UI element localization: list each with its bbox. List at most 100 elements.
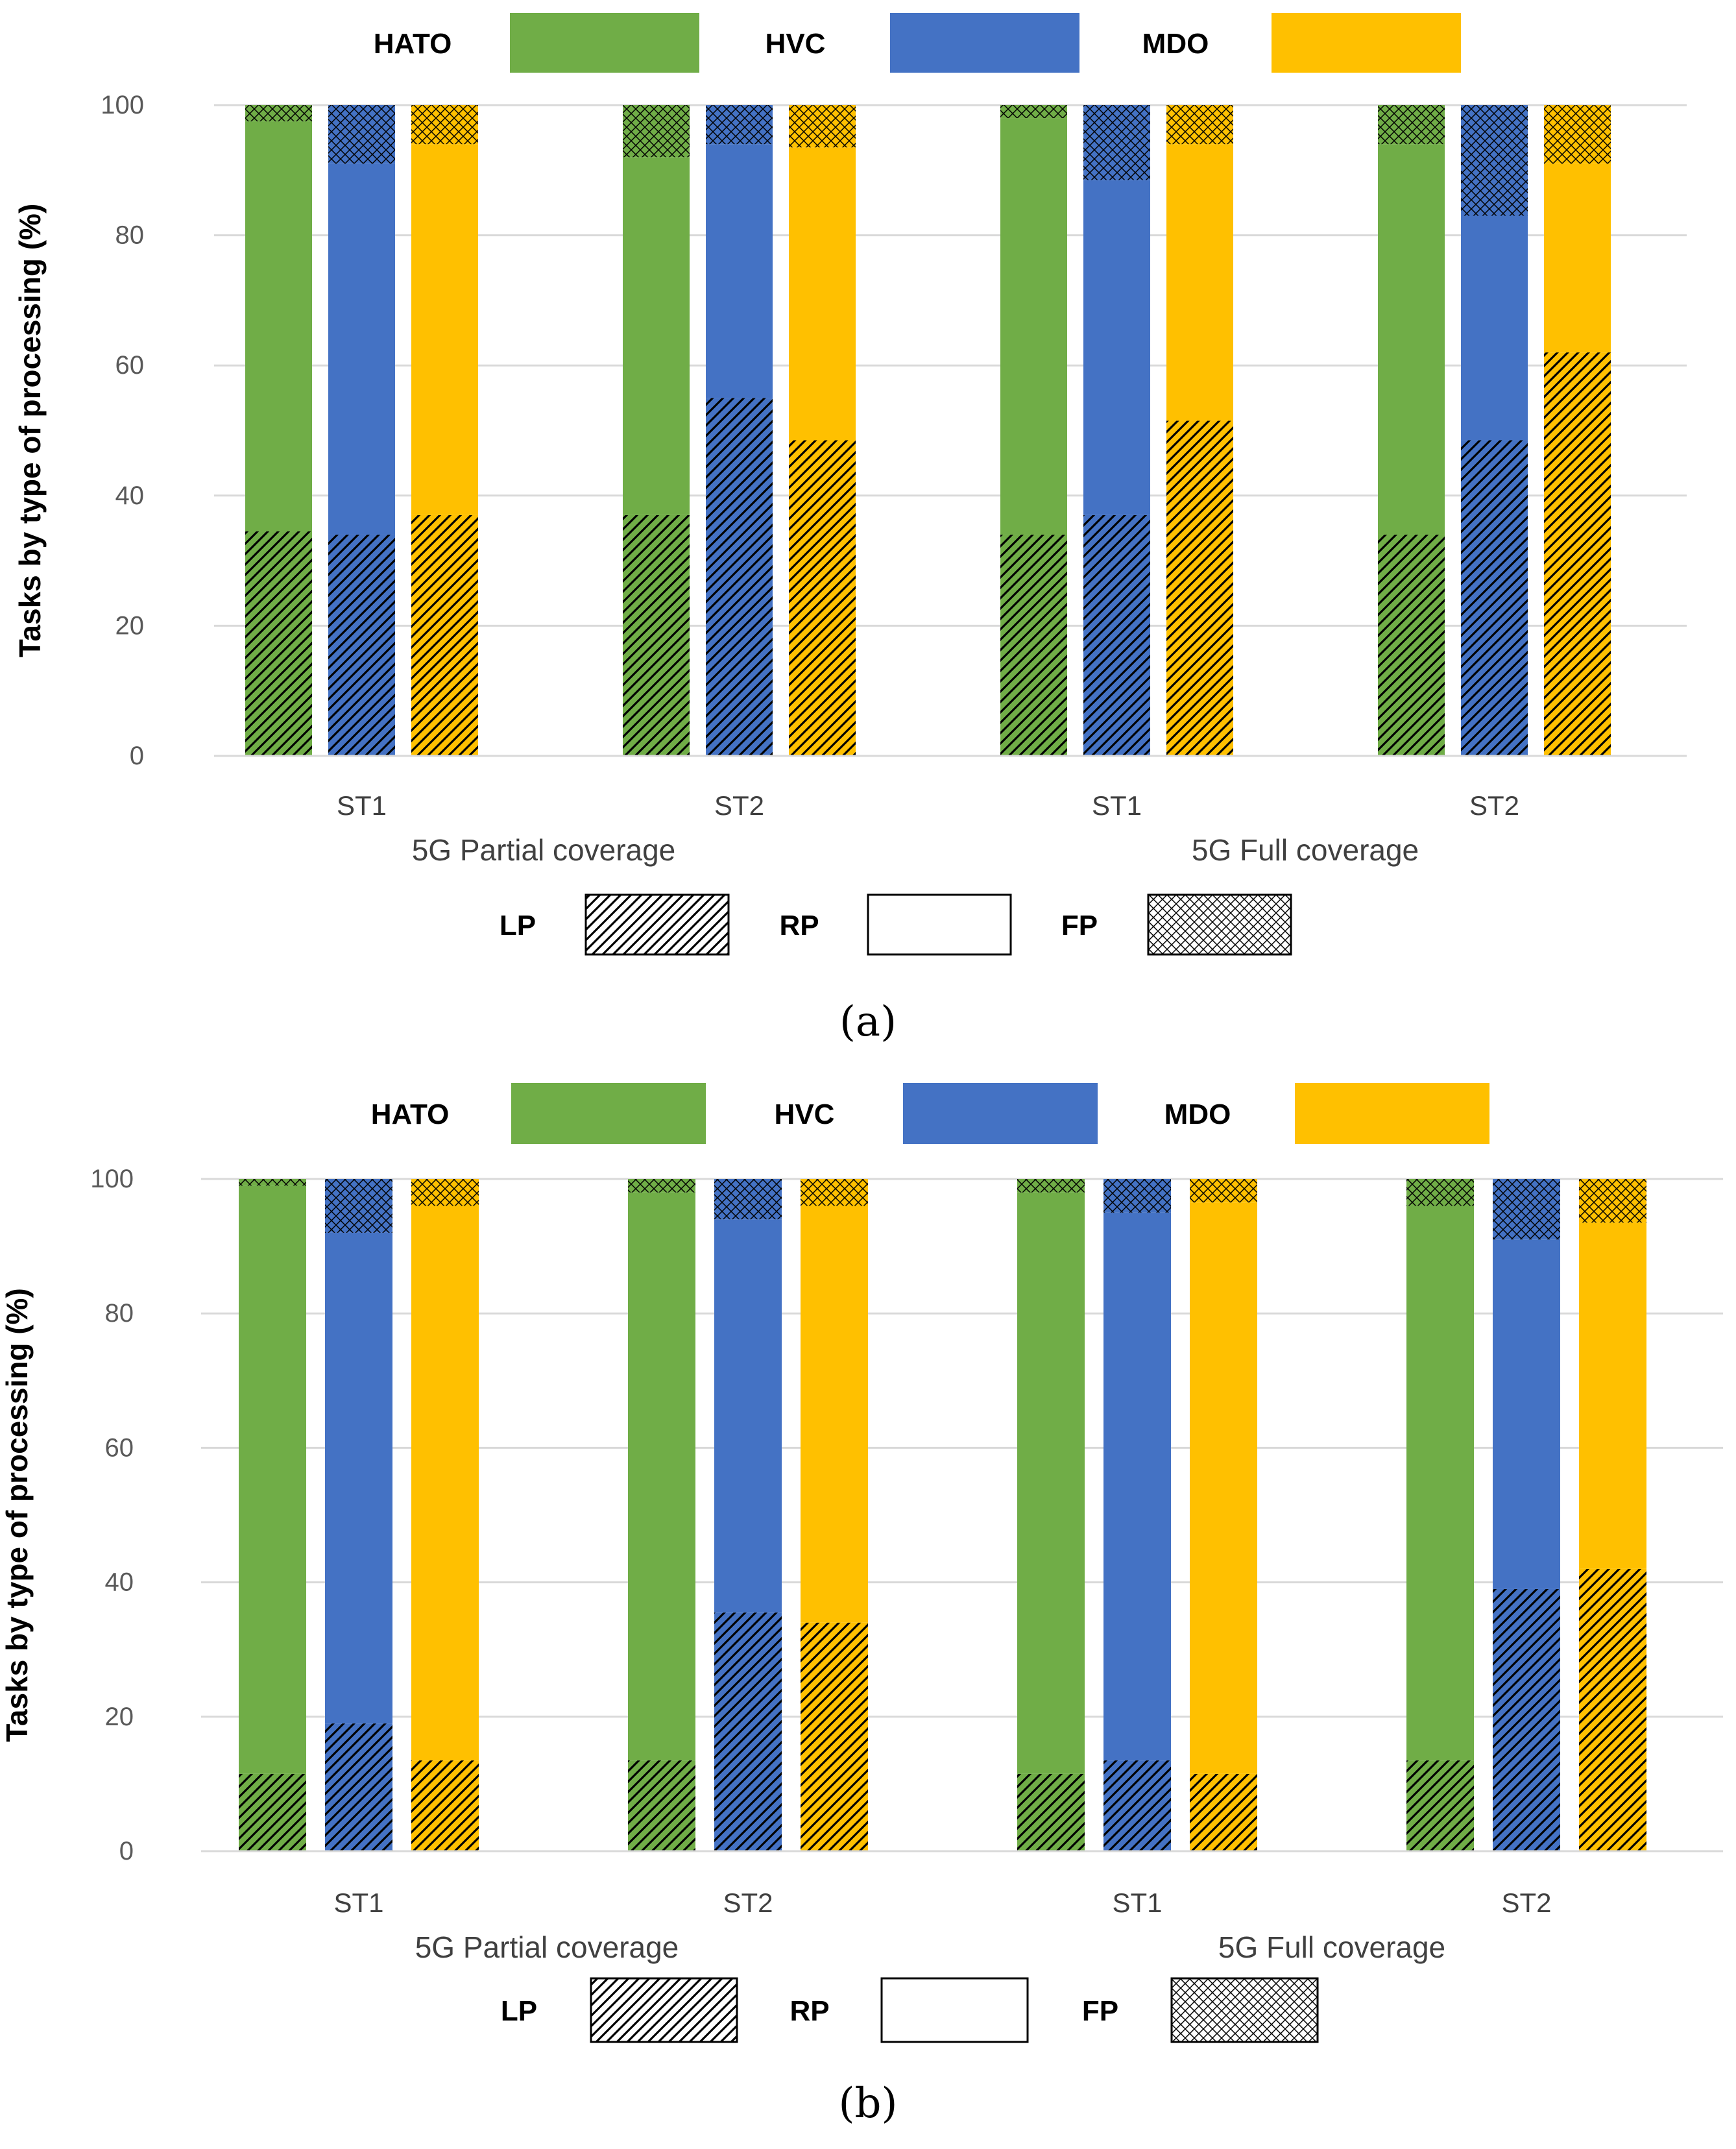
hato-lp-bar-pattern (1406, 1760, 1474, 1851)
legend-label-rp: RP (790, 1995, 829, 2027)
hato-rp-bar (1017, 1192, 1085, 1774)
legend-label-hato: HATO (371, 1099, 450, 1130)
y-tick-label: 100 (101, 91, 144, 119)
caption-b: (b) (838, 2080, 898, 2128)
legend-label-fp: FP (1061, 910, 1098, 941)
legend-swatch-rp (867, 893, 1012, 956)
hvc-rp-bar (325, 1232, 392, 1724)
mdo-fp-bar-pattern (789, 105, 856, 148)
hvc-fp-bar-pattern (714, 1179, 782, 1220)
legend-swatch-fp-pattern (1147, 893, 1292, 956)
hato-rp-bar (239, 1185, 306, 1774)
mdo-fp-bar-pattern (411, 1179, 479, 1206)
hvc-fp-bar-pattern (1461, 105, 1528, 216)
hvc-fp-bar-pattern (1103, 1179, 1171, 1213)
hvc-fp-bar-pattern (706, 105, 773, 145)
y-tick-label: 60 (105, 1433, 134, 1462)
hvc-lp-bar-pattern (1461, 440, 1528, 756)
hvc-rp-bar (714, 1219, 782, 1613)
legend-swatch-lp-pattern (590, 1977, 738, 2043)
x-tick-label: ST1 (333, 1888, 383, 1918)
mdo-rp-bar (1544, 164, 1611, 353)
hato-fp-bar-pattern (1000, 105, 1067, 119)
chart-b-svg: 0 20 40 60 80 100 Tasks by type of processing … (0, 1083, 1723, 2043)
hvc-lp-bar-pattern (1083, 515, 1150, 756)
x-tick-label: ST2 (723, 1888, 773, 1918)
legend-label-lp: LP (500, 910, 536, 941)
hato-rp-bar (1378, 144, 1445, 535)
y-tick-label: 0 (130, 742, 144, 770)
hato-lp-bar-pattern (1017, 1773, 1085, 1851)
hvc-lp-bar-pattern (706, 398, 773, 756)
x-group-label: 5G Full coverage (1218, 1930, 1445, 1964)
x-tick-label: ST2 (714, 790, 764, 821)
hato-rp-bar (628, 1192, 695, 1761)
mdo-lp-bar-pattern (411, 515, 478, 756)
mdo-fp-bar-pattern (1579, 1179, 1646, 1223)
x-group-label: 5G Partial coverage (415, 1930, 679, 1964)
mdo-fp-bar-pattern (1166, 105, 1233, 145)
hato-fp-bar-pattern (1017, 1179, 1085, 1193)
chart-panel-a: 0 20 40 60 80 100 Tasks by type of processing … (0, 0, 1736, 973)
x-tick-label: ST2 (1469, 790, 1519, 821)
y-tick-label: 0 (119, 1837, 134, 1865)
hato-lp-bar-pattern (623, 515, 690, 756)
hvc-fp-bar-pattern (325, 1179, 392, 1233)
x-group-label: 5G Partial coverage (412, 833, 676, 867)
mdo-lp-bar-pattern (1579, 1568, 1646, 1851)
hato-lp-bar-pattern (245, 531, 312, 756)
legend-swatch-hato (511, 1083, 706, 1144)
mdo-lp-bar-pattern (789, 440, 856, 756)
hvc-rp-bar (328, 164, 395, 535)
legend-label-rp: RP (779, 910, 819, 941)
hvc-rp-bar (1461, 215, 1528, 441)
y-tick-label: 20 (115, 611, 145, 640)
mdo-rp-bar (1579, 1222, 1646, 1569)
legend-label-mdo: MDO (1142, 28, 1209, 60)
hvc-rp-bar (1103, 1212, 1171, 1761)
y-tick-label: 40 (105, 1568, 134, 1597)
hato-fp-bar-pattern (1378, 105, 1445, 145)
hvc-lp-bar-pattern (1493, 1588, 1560, 1851)
hato-rp-bar (245, 121, 312, 531)
y-axis-label: Tasks by type of processing (%) (0, 1288, 34, 1742)
legend-label-mdo: MDO (1164, 1099, 1231, 1130)
mdo-rp-bar (789, 147, 856, 441)
y-tick-label: 100 (90, 1165, 134, 1193)
x-tick-label: ST1 (1092, 790, 1142, 821)
mdo-rp-bar (411, 144, 478, 515)
x-group-label: 5G Full coverage (1192, 833, 1419, 867)
legend-swatch-lp-pattern (585, 893, 730, 956)
y-tick-label: 80 (115, 221, 145, 250)
mdo-rp-bar (801, 1206, 868, 1623)
legend-label-hato: HATO (374, 28, 452, 60)
legend-label-hvc: HVC (775, 1099, 835, 1130)
y-tick-label: 20 (105, 1703, 134, 1731)
hvc-rp-bar (706, 144, 773, 398)
legend-label-hvc: HVC (766, 28, 826, 60)
hato-lp-bar-pattern (1378, 534, 1445, 756)
y-tick-label: 40 (115, 481, 145, 510)
chart-panel-b: 0 20 40 60 80 100 Tasks by type of processing … (0, 1071, 1736, 2083)
legend-swatch-mdo (1295, 1083, 1489, 1144)
mdo-rp-bar (411, 1206, 479, 1761)
legend-label-fp: FP (1082, 1995, 1118, 2027)
y-tick-label: 80 (105, 1299, 134, 1328)
hato-fp-bar-pattern (623, 105, 690, 158)
hato-lp-bar-pattern (239, 1773, 306, 1851)
hvc-lp-bar-pattern (325, 1723, 392, 1851)
hvc-lp-bar-pattern (714, 1612, 782, 1851)
hato-fp-bar-pattern (628, 1179, 695, 1193)
y-tick-label: 60 (115, 351, 145, 380)
hato-rp-bar (1000, 118, 1067, 535)
hato-fp-bar-pattern (239, 1179, 306, 1186)
legend-label-lp: LP (501, 1995, 537, 2027)
mdo-fp-bar-pattern (1544, 105, 1611, 164)
mdo-rp-bar (1166, 144, 1233, 421)
y-axis-label: Tasks by type of processing (%) (13, 204, 47, 658)
mdo-fp-bar-pattern (801, 1179, 868, 1206)
chart-a-svg: 0 20 40 60 80 100 Tasks by type of processing … (13, 13, 1687, 956)
mdo-lp-bar-pattern (1190, 1773, 1257, 1851)
x-tick-label: ST1 (1112, 1888, 1162, 1918)
legend-swatch-hato (510, 13, 699, 73)
